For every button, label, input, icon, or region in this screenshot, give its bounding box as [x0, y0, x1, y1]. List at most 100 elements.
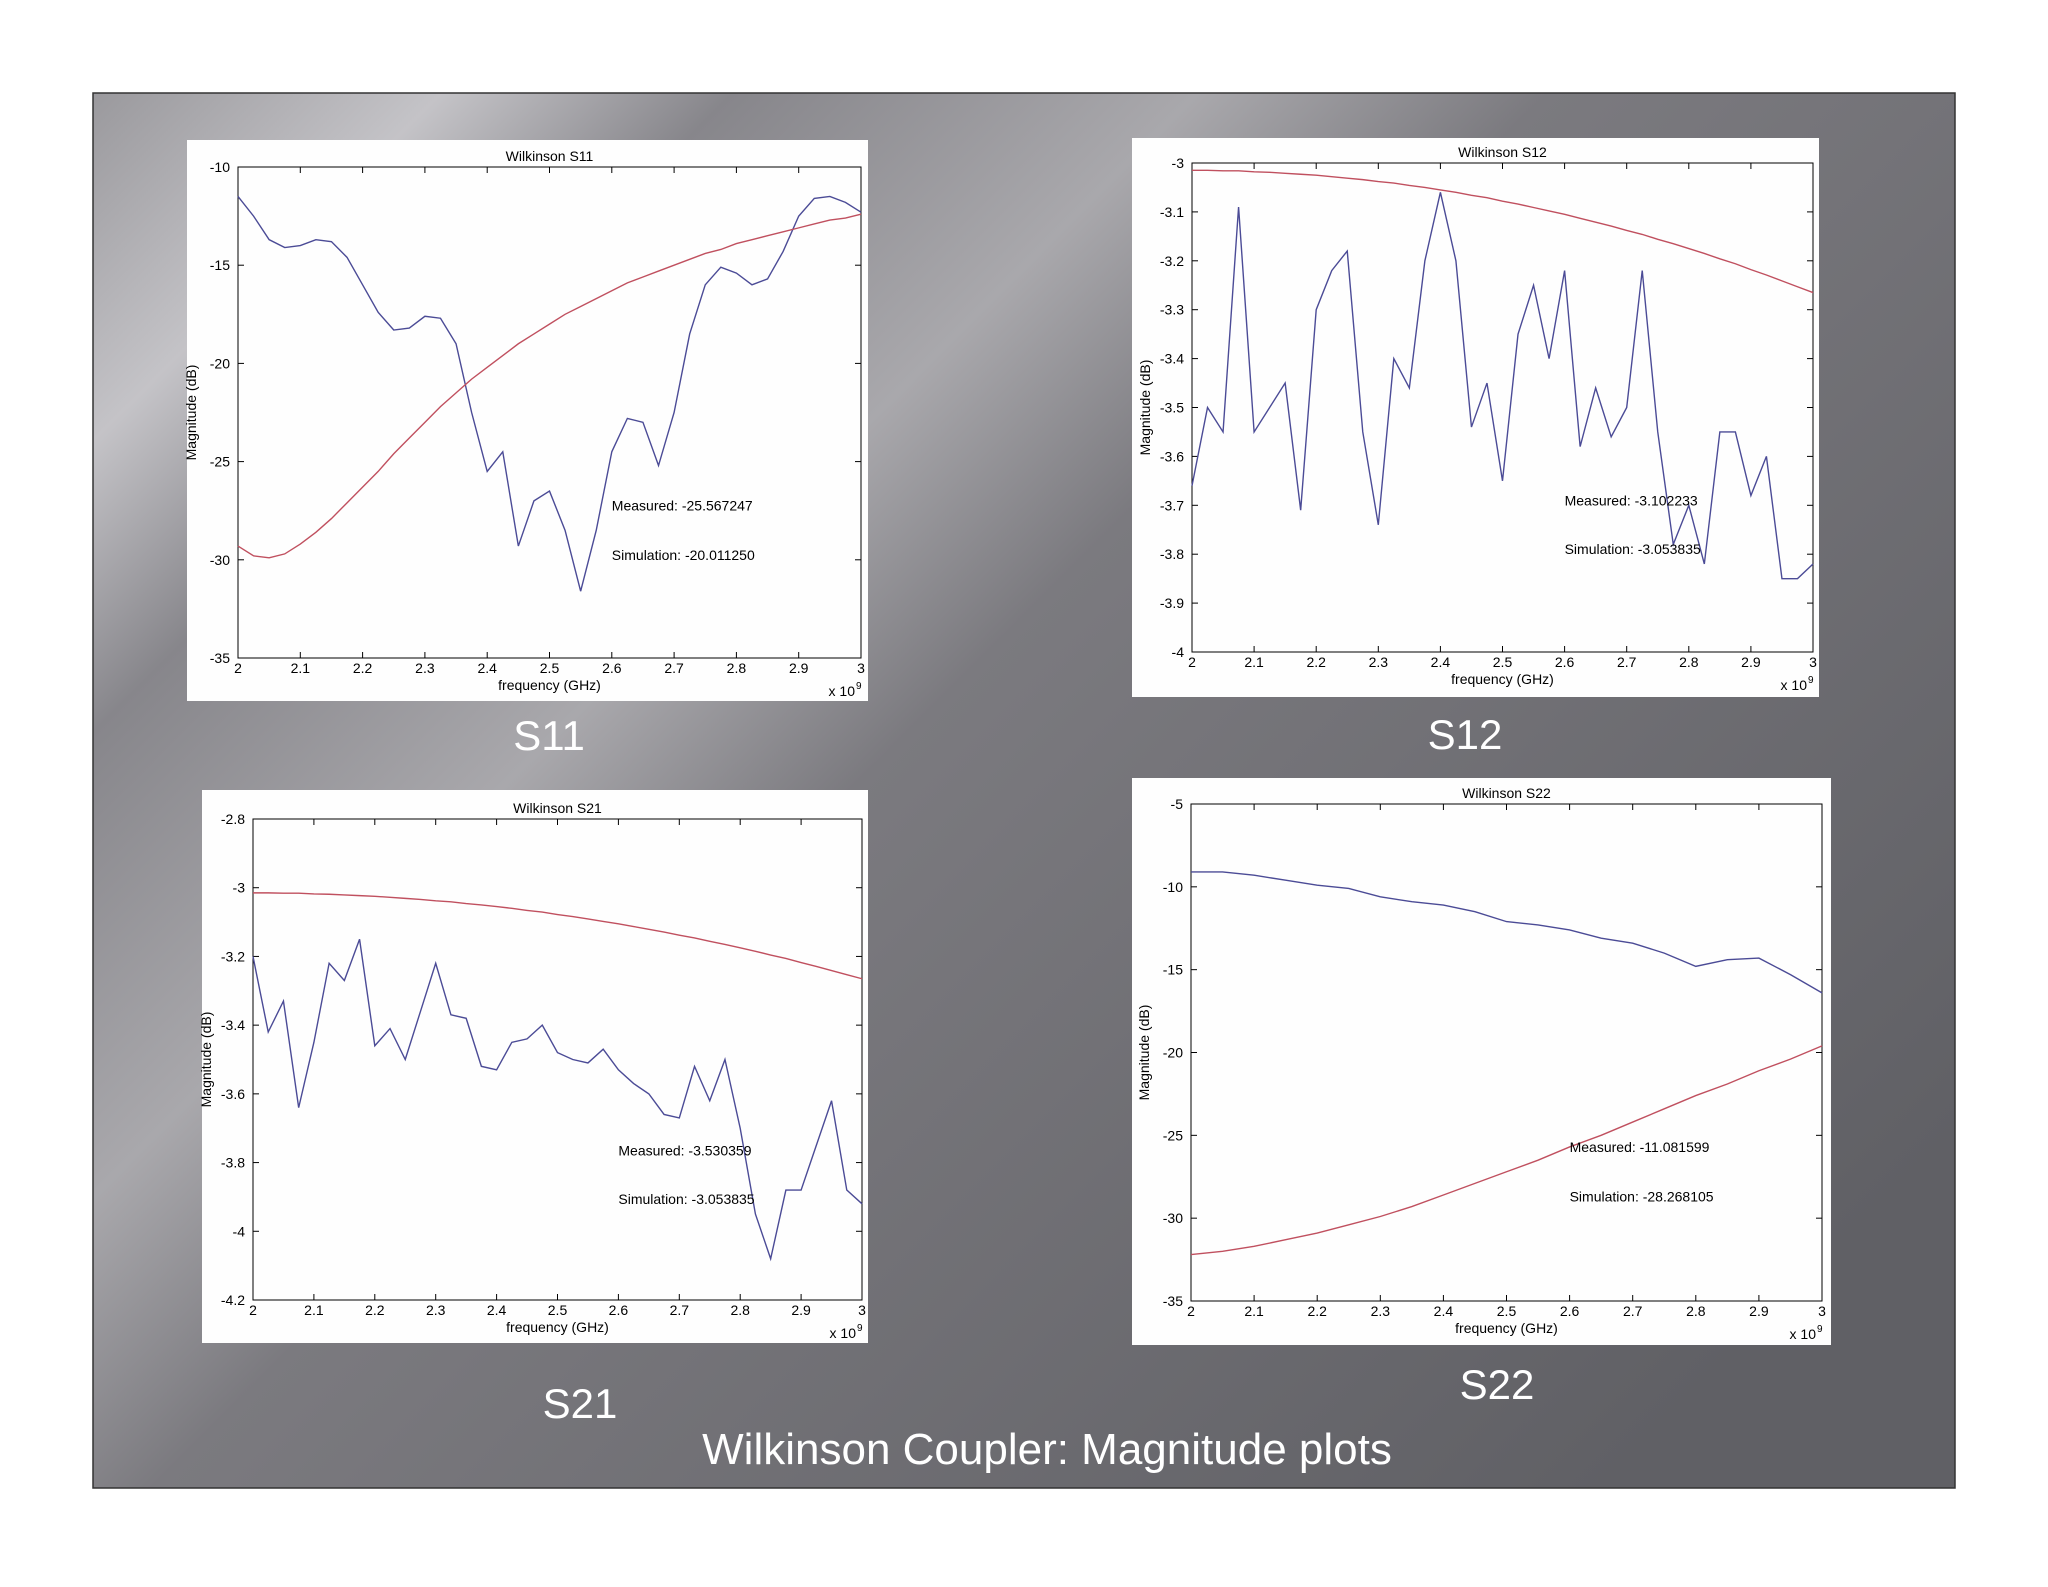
data-line	[253, 892, 863, 980]
x-tick-label: 2.9	[789, 660, 809, 676]
x-tick-label: 2.6	[1555, 654, 1575, 670]
x-tick-label: 3	[857, 660, 865, 676]
y-tick-label: -15	[1163, 962, 1183, 978]
x-tick-label: 2.1	[1244, 654, 1264, 670]
chart: 2 2.1 2.2 2.3 2.4 2.5 2.6 2.7 2.8 2.9 3 -4.2 -4 -3.8 -…	[198, 790, 868, 1427]
annotation: Measured: -11.081599	[1570, 1139, 1710, 1155]
data-line	[237, 213, 862, 559]
data-line	[252, 939, 863, 1262]
x-axis-label: frequency (GHz)	[1451, 671, 1554, 687]
x-tick-label: 3	[858, 1302, 866, 1318]
x-scale-exponent: 9	[1817, 1324, 1823, 1335]
y-tick-label: -3.2	[1160, 253, 1184, 269]
x-tick-label: 2.3	[415, 660, 435, 676]
chart-title: Wilkinson S22	[1462, 785, 1551, 801]
chart-caption: S21	[543, 1380, 618, 1427]
y-tick-label: -20	[210, 355, 230, 371]
data-line	[1191, 192, 1814, 580]
x-tick-label: 2.3	[1371, 1303, 1391, 1319]
y-tick-label: -5	[1171, 796, 1184, 812]
x-tick-label: 2.3	[1369, 654, 1389, 670]
x-scale-label: x 10	[1781, 677, 1808, 693]
annotation: Measured: -25.567247	[612, 498, 753, 514]
chart: 2 2.1 2.2 2.3 2.4 2.5 2.6 2.7 2.8 2.9 3 -35 -30 -25 -2…	[1132, 778, 1831, 1408]
data-line	[1192, 169, 1814, 294]
y-axis-label: Magnitude (dB)	[198, 1012, 214, 1108]
x-tick-label: 2.7	[1623, 1303, 1643, 1319]
y-tick-label: -35	[1163, 1293, 1183, 1309]
x-scale-label: x 10	[1790, 1326, 1817, 1342]
x-tick-label: 2.8	[1686, 1303, 1706, 1319]
x-tick-label: 2	[1188, 654, 1196, 670]
y-tick-label: -3	[1172, 155, 1185, 171]
x-tick-label: 2.1	[291, 660, 311, 676]
y-tick-label: -3.4	[1160, 351, 1184, 367]
chart: 2 2.1 2.2 2.3 2.4 2.5 2.6 2.7 2.8 2.9 3 -35 -30 -25 -2…	[183, 140, 868, 759]
x-tick-label: 2.4	[1431, 654, 1451, 670]
x-tick-label: 2.5	[548, 1302, 568, 1318]
x-tick-label: 2.6	[602, 660, 622, 676]
x-axis-label: frequency (GHz)	[498, 677, 601, 693]
y-tick-label: -3.2	[221, 948, 245, 964]
data-line	[237, 195, 862, 592]
y-tick-label: -20	[1163, 1045, 1183, 1061]
x-tick-label: 2.4	[487, 1302, 507, 1318]
y-tick-label: -3.9	[1160, 595, 1184, 611]
y-tick-label: -2.8	[221, 811, 245, 827]
y-tick-label: -25	[210, 454, 230, 470]
annotation: Measured: -3.102233	[1565, 492, 1698, 508]
chart-caption: S11	[513, 712, 585, 759]
chart-panel	[1132, 778, 1831, 1345]
x-tick-label: 2	[249, 1302, 257, 1318]
x-tick-label: 2.7	[664, 660, 684, 676]
y-tick-label: -3.6	[1160, 448, 1184, 464]
y-axis-label: Magnitude (dB)	[183, 365, 199, 461]
y-tick-label: -4	[1172, 644, 1185, 660]
x-tick-label: 2.8	[1679, 654, 1699, 670]
data-line	[1190, 1045, 1823, 1256]
x-tick-label: 2.2	[365, 1302, 385, 1318]
x-tick-label: 2.2	[1307, 1303, 1327, 1319]
x-tick-label: 2.9	[1749, 1303, 1769, 1319]
x-tick-label: 2	[234, 660, 242, 676]
y-tick-label: -4	[233, 1223, 246, 1239]
y-tick-label: -25	[1163, 1127, 1183, 1143]
y-tick-label: -3.4	[221, 1017, 245, 1033]
slide-title: Wilkinson Coupler: Magnitude plots	[702, 1425, 1392, 1474]
y-tick-label: -35	[210, 650, 230, 666]
chart: 2 2.1 2.2 2.3 2.4 2.5 2.6 2.7 2.8 2.9 3 -4 -3.9 -3.8 -…	[1132, 138, 1819, 758]
y-tick-label: -30	[1163, 1210, 1183, 1226]
x-tick-label: 2.6	[1560, 1303, 1580, 1319]
x-tick-label: 2.5	[1493, 654, 1513, 670]
x-tick-label: 2.3	[426, 1302, 446, 1318]
chart-title: Wilkinson S21	[513, 800, 602, 816]
x-scale-exponent: 9	[856, 681, 862, 692]
y-axis-label: Magnitude (dB)	[1137, 360, 1153, 456]
annotation: Simulation: -3.053835	[1565, 541, 1701, 557]
x-tick-label: 3	[1818, 1303, 1826, 1319]
annotation: Measured: -3.530359	[618, 1143, 751, 1159]
x-tick-label: 2.9	[1741, 654, 1761, 670]
x-tick-label: 2.8	[730, 1302, 750, 1318]
chart-panel	[187, 140, 868, 701]
x-tick-label: 2.8	[727, 660, 747, 676]
x-tick-label: 2.9	[791, 1302, 811, 1318]
y-tick-label: -3.3	[1160, 302, 1184, 318]
x-tick-label: 2.1	[304, 1302, 324, 1318]
y-tick-label: -3.7	[1160, 497, 1184, 513]
chart-title: Wilkinson S11	[506, 148, 594, 164]
y-tick-label: -3.8	[221, 1155, 245, 1171]
x-tick-label: 2.2	[1306, 654, 1326, 670]
annotation: Simulation: -28.268105	[1570, 1189, 1714, 1205]
y-tick-label: -30	[210, 552, 230, 568]
y-tick-label: -10	[1163, 879, 1183, 895]
y-tick-label: -3	[233, 880, 246, 896]
chart-caption: S12	[1428, 711, 1503, 758]
x-scale-exponent: 9	[857, 1323, 863, 1334]
y-tick-label: -4.2	[221, 1292, 245, 1308]
x-tick-label: 2	[1187, 1303, 1195, 1319]
x-tick-label: 2.7	[1617, 654, 1637, 670]
y-axis-label: Magnitude (dB)	[1136, 1005, 1152, 1101]
